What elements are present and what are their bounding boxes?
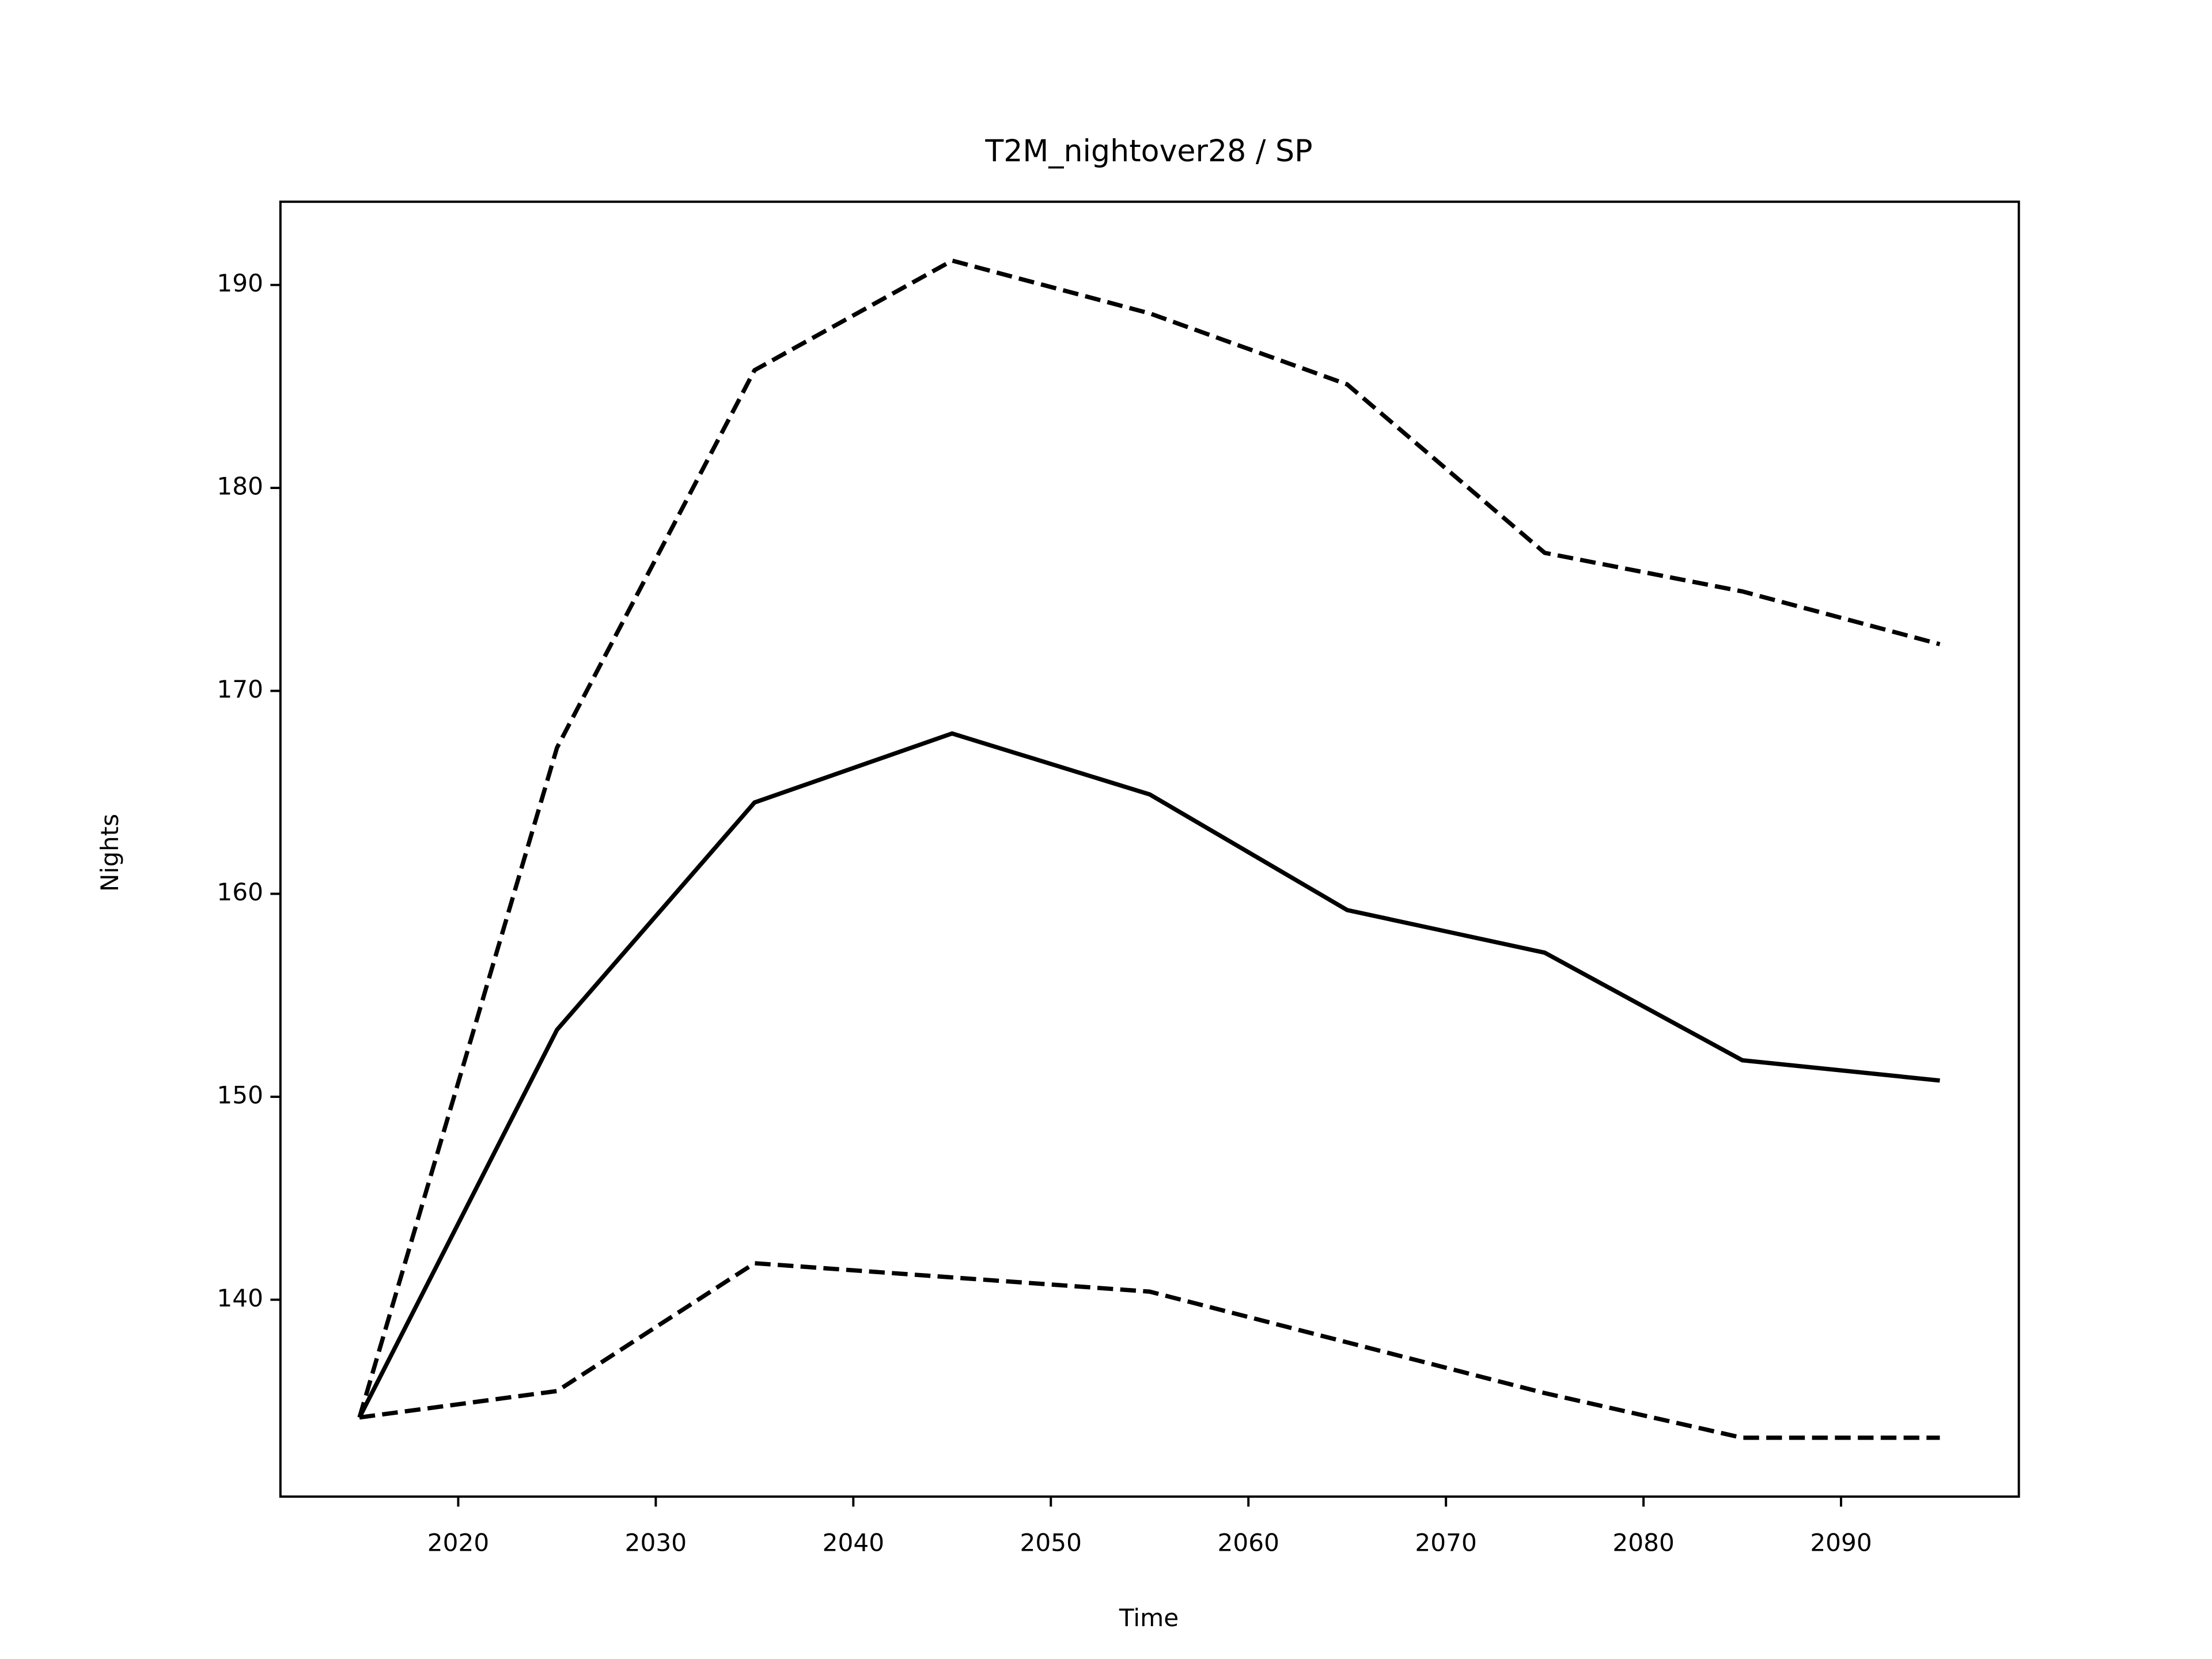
x-tick-label: 2070 <box>1415 1528 1476 1556</box>
line-series <box>359 1261 1940 1440</box>
x-tick-label: 2090 <box>1810 1528 1872 1556</box>
plot-frame <box>279 200 2020 1498</box>
y-tick-label: 150 <box>217 1081 263 1109</box>
y-tick-label: 160 <box>217 878 263 906</box>
x-tick-label: 2020 <box>427 1528 489 1556</box>
y-tick-label: 180 <box>217 472 263 501</box>
y-axis-label: Nights <box>96 814 124 892</box>
x-tick-label: 2030 <box>625 1528 687 1556</box>
line-series <box>357 258 1941 1418</box>
x-tick-label: 2080 <box>1612 1528 1674 1556</box>
y-tick-label: 140 <box>217 1284 263 1312</box>
y-tick-label: 170 <box>217 675 263 703</box>
x-axis-label: Time <box>1119 1604 1179 1632</box>
x-tick-label: 2060 <box>1217 1528 1279 1556</box>
x-tick-label: 2050 <box>1020 1528 1082 1556</box>
y-tick-label: 190 <box>217 269 263 297</box>
x-tick-label: 2040 <box>823 1528 884 1556</box>
line-series <box>357 731 1940 1419</box>
chart-title: T2M_nightover28 / SP <box>984 134 1312 169</box>
